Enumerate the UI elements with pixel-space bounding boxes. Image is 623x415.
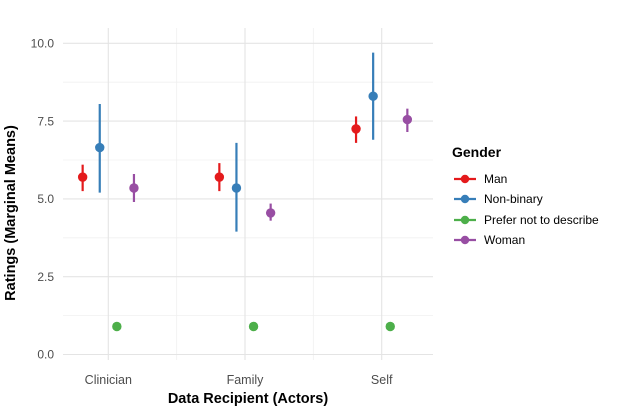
- point-woman-self: [402, 114, 413, 125]
- y-tick-label: 5.0: [37, 192, 54, 206]
- y-tick-label: 7.5: [37, 114, 54, 128]
- legend-item-non-binary: Non-binary: [452, 189, 599, 209]
- y-tick-label: 10.0: [31, 37, 55, 51]
- legend-title: Gender: [452, 144, 502, 160]
- legend-item-label: Woman: [484, 233, 526, 248]
- point-man-family: [214, 172, 225, 182]
- legend: Gender Man Non-binary Prefer not to descri…: [452, 144, 599, 250]
- point-prefer-not-to-describe-clinician: [112, 321, 122, 332]
- point-prefer-not-to-describe-self: [385, 321, 395, 332]
- legend-key-non-binary-icon: [454, 195, 476, 204]
- point-non-binary-clinician: [95, 142, 105, 153]
- x-tick-label: Family: [227, 373, 265, 387]
- legend-item-label: Non-binary: [484, 192, 543, 207]
- legend-key-woman-icon: [454, 235, 476, 245]
- x-tick-label: Clinician: [85, 373, 132, 387]
- legend-items: Man Non-binary Prefer not to describe Woman: [452, 169, 599, 250]
- x-tick-label: Self: [371, 373, 393, 387]
- legend-item-man: Man: [452, 169, 599, 189]
- legend-item-prefer-not-to-describe: Prefer not to describe: [452, 210, 599, 230]
- point-man-clinician: [77, 172, 88, 182]
- y-tick-label: 2.5: [37, 270, 54, 284]
- point-man-self: [351, 124, 361, 134]
- legend-key-man-icon: [454, 174, 476, 184]
- point-non-binary-self: [368, 91, 378, 101]
- legend-key-prefer-not-to-describe-icon: [454, 215, 476, 224]
- legend-item-label: Man: [484, 172, 508, 187]
- point-woman-clinician: [129, 183, 139, 193]
- point-prefer-not-to-describe-family: [248, 321, 259, 332]
- x-axis-title: Data Recipient (Actors): [167, 391, 329, 407]
- point-non-binary-family: [231, 183, 242, 193]
- legend-item-label: Prefer not to describe: [484, 212, 599, 227]
- point-woman-family: [265, 208, 276, 218]
- legend-item-woman: Woman: [452, 230, 599, 250]
- y-axis-title: Ratings (Marginal Means): [3, 125, 19, 301]
- y-tick-label: 0.0: [37, 348, 54, 362]
